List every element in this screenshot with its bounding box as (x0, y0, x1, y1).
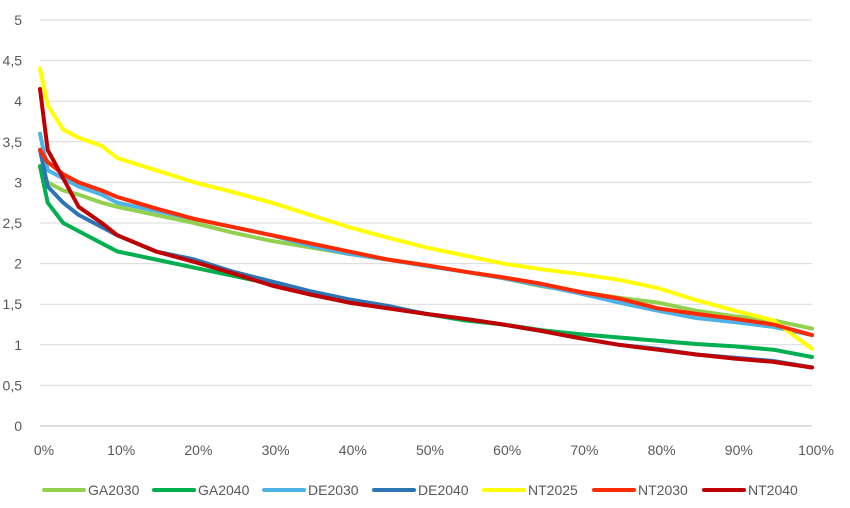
y-tick-label: 2,5 (3, 215, 23, 231)
x-tick-label: 20% (184, 442, 212, 458)
legend-label-de2040: DE2040 (418, 482, 469, 498)
x-axis-ticks: 0% 10% 20% 30% 40% 50% 60% 70% 80% 90% 100% (34, 442, 834, 458)
y-tick-label: 1,5 (3, 296, 23, 312)
x-tick-label: 60% (493, 442, 521, 458)
y-tick-label: 4,5 (3, 53, 23, 69)
y-tick-label: 0 (14, 418, 22, 434)
series-line-de2030 (38, 131, 814, 338)
x-tick-label: 10% (107, 442, 135, 458)
y-tick-label: 3,5 (3, 134, 23, 150)
legend: GA2030 GA2040 DE2030 DE2040 NT2025 NT2030 NT20… (42, 482, 798, 498)
series-line-ga2040 (38, 164, 814, 359)
x-tick-label: 50% (416, 442, 444, 458)
y-axis-ticks: 0 0,5 1 1,5 2 2,5 3 3,5 4 4,5 5 (3, 12, 23, 434)
x-tick-label: 40% (339, 442, 367, 458)
legend-label-nt2040: NT2040 (748, 482, 798, 498)
legend-label-ga2040: GA2040 (198, 482, 250, 498)
y-tick-label: 4 (14, 93, 22, 109)
y-tick-label: 2 (14, 256, 22, 272)
series-line-nt2030 (38, 147, 814, 338)
y-tick-label: 5 (14, 12, 22, 28)
y-tick-label: 0,5 (3, 377, 23, 393)
y-tick-label: 3 (14, 174, 22, 190)
x-tick-label: 90% (725, 442, 753, 458)
x-tick-label: 70% (570, 442, 598, 458)
x-tick-label: 80% (648, 442, 676, 458)
legend-label-de2030: DE2030 (308, 482, 359, 498)
series-line-nt2025 (38, 66, 814, 351)
legend-label-ga2030: GA2030 (88, 482, 140, 498)
y-tick-label: 1 (14, 337, 22, 353)
x-tick-label: 0% (34, 442, 54, 458)
series-lines (38, 66, 814, 370)
gridlines (40, 19, 812, 427)
legend-label-nt2030: NT2030 (638, 482, 688, 498)
legend-label-nt2025: NT2025 (528, 482, 578, 498)
x-tick-label: 100% (798, 442, 834, 458)
series-line-nt2040 (38, 87, 814, 370)
x-tick-label: 30% (262, 442, 290, 458)
